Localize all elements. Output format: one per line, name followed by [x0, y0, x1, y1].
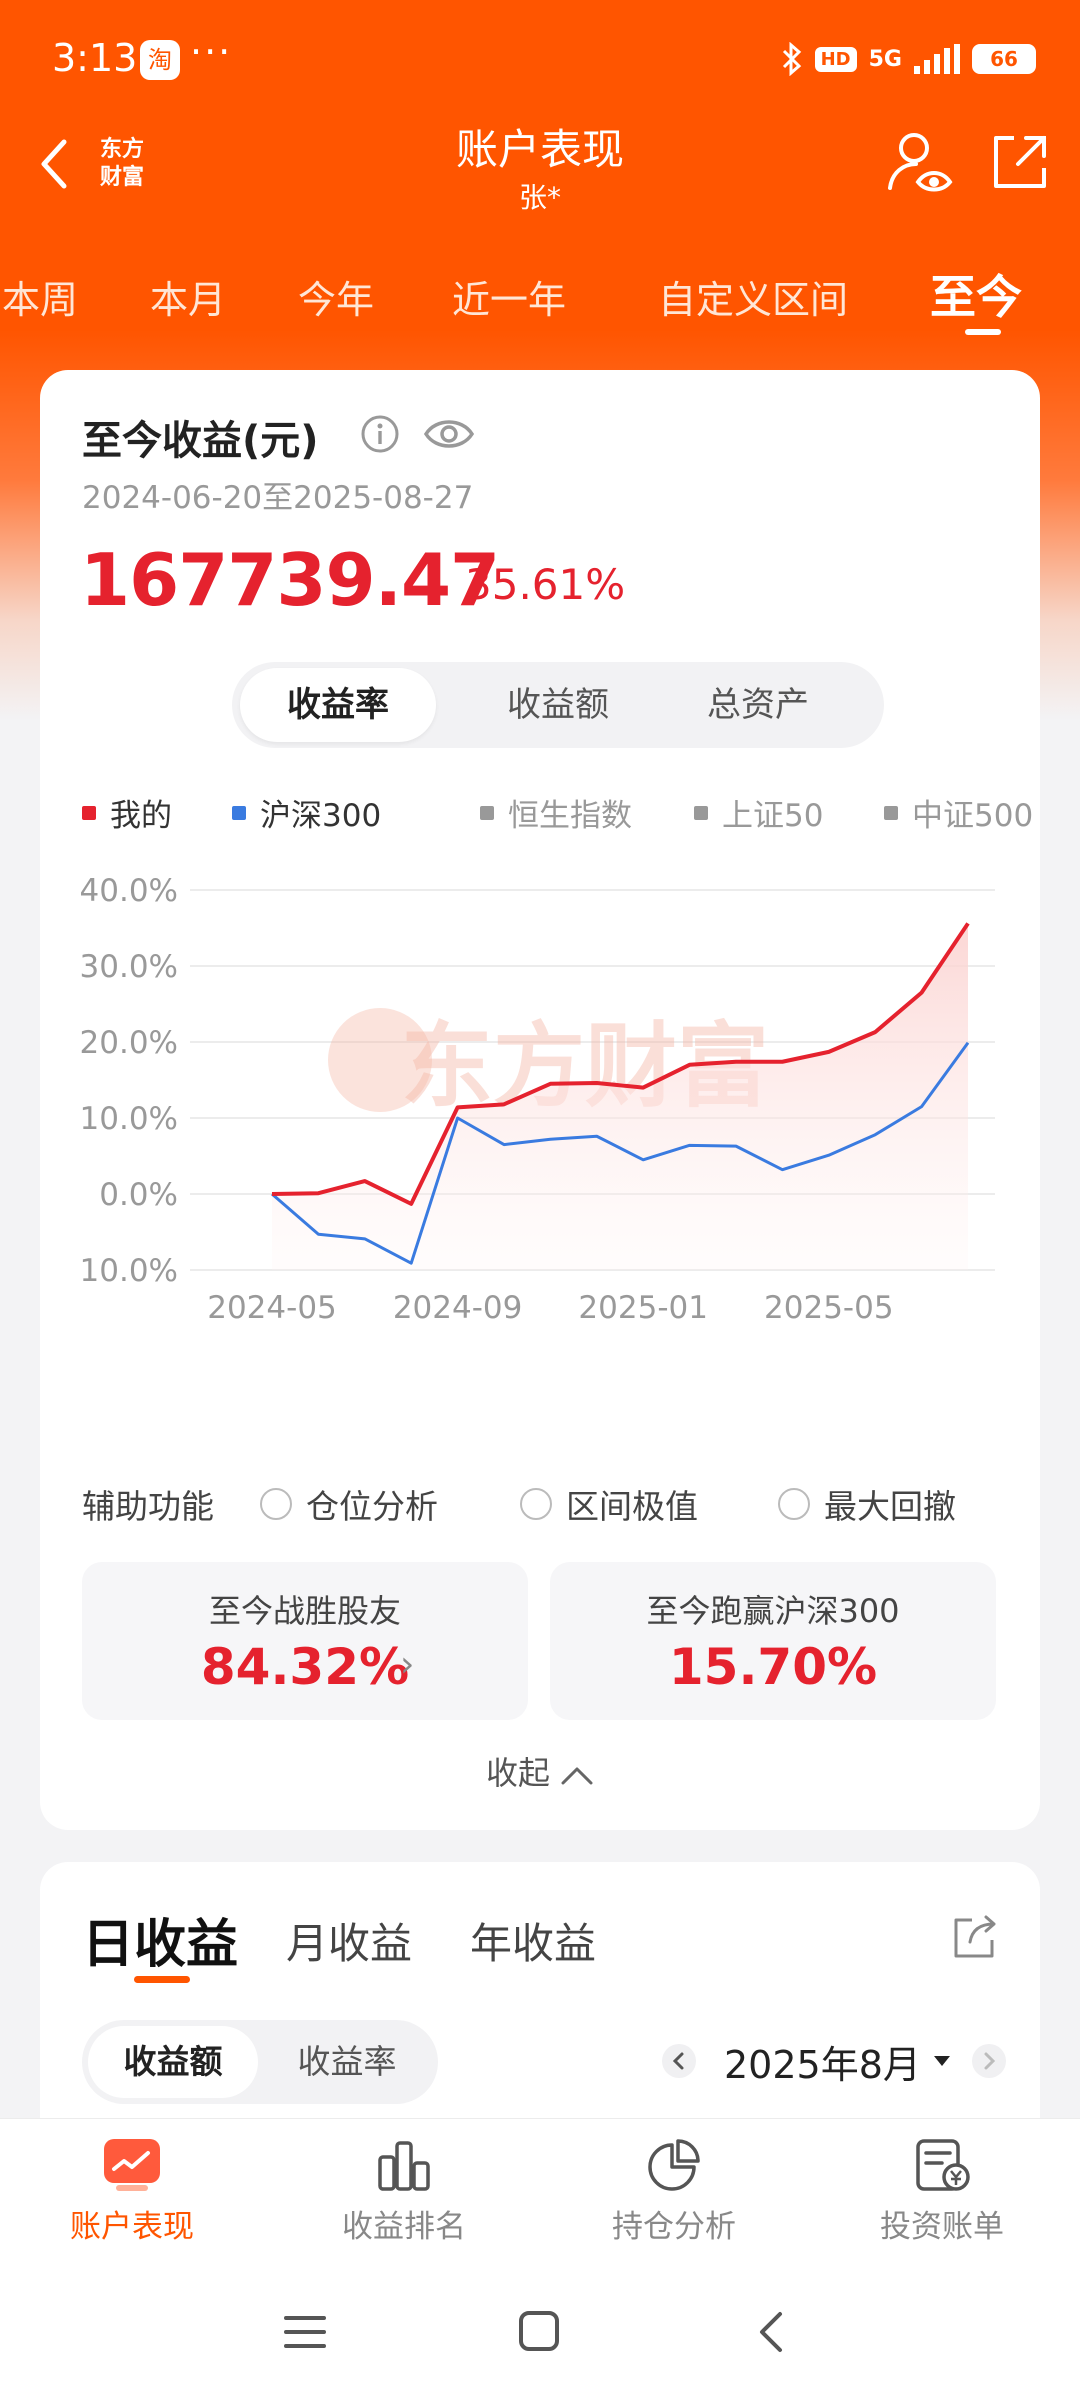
menu-icon[interactable]: [284, 2312, 326, 2352]
y-tick-label: 30.0%: [80, 949, 178, 985]
tab-monthly-profit[interactable]: 月收益: [286, 1919, 413, 1968]
profit-title: 至今收益(元): [82, 418, 319, 464]
return-chart[interactable]: 40.0% 30.0% 20.0% 10.0% 0.0% -10.0% 2024-05 202…: [80, 860, 1020, 1420]
battery-icon: 66: [972, 44, 1036, 74]
y-tick-label: -10.0%: [80, 1253, 178, 1289]
daily-amount-tab[interactable]: 收益额: [88, 2026, 258, 2098]
account-name: 张*: [518, 181, 561, 214]
option-range-extremes[interactable]: 区间极值: [520, 1480, 698, 1528]
nav-investment-bill[interactable]: 投资账单: [842, 2137, 1042, 2246]
eye-icon[interactable]: [422, 410, 476, 458]
title-bar: 东方财富 账户表现 张*: [0, 110, 1080, 220]
daily-metric-switch: 收益额 收益率: [82, 2020, 438, 2104]
network-type: 5G: [868, 46, 902, 72]
active-tab-indicator: [134, 1976, 190, 1983]
y-tick-label: 20.0%: [80, 1025, 178, 1061]
system-navigation-bar: [0, 2268, 1080, 2400]
nav-profit-ranking[interactable]: 收益排名: [304, 2137, 504, 2246]
share-icon[interactable]: [988, 132, 1050, 194]
performance-card: 至今收益(元) 2024-06-20至2025-08-27 167739.47 …: [40, 370, 1040, 1830]
caret-down-icon[interactable]: [932, 2054, 952, 2068]
prev-month-button[interactable]: [662, 2044, 696, 2078]
tab-this-month[interactable]: 本月: [150, 278, 227, 322]
option-position-analysis[interactable]: 仓位分析: [260, 1480, 438, 1528]
y-tick-label: 10.0%: [80, 1101, 178, 1137]
page-title: 账户表现: [455, 125, 624, 174]
back-icon[interactable]: [34, 134, 74, 194]
tab-custom-range[interactable]: 自定义区间: [658, 278, 849, 322]
series-line-csi300: [271, 1041, 970, 1265]
status-indicators: HD 5G 66: [781, 42, 1036, 76]
daily-profit-card: 日收益 月收益 年收益 收益额 收益率 2025年8月: [40, 1862, 1040, 2162]
watermark-logo: [328, 1008, 432, 1112]
bill-icon: [916, 2139, 970, 2191]
aux-functions: 辅助功能 仓位分析 区间极值 最大回撤: [82, 1480, 1032, 1530]
tab-daily-profit[interactable]: 日收益: [82, 1915, 239, 1975]
user-visibility-icon[interactable]: [884, 128, 954, 198]
radio-icon: [778, 1488, 810, 1520]
aux-label: 辅助功能: [82, 1487, 214, 1526]
month-selector: 2025年8月: [620, 2030, 1020, 2090]
chevron-right-icon: ›: [400, 1644, 415, 1685]
status-time: 3:13: [52, 36, 138, 80]
collapse-button[interactable]: 收起: [40, 1748, 1040, 1794]
tab-since-inception[interactable]: 至今: [930, 270, 1022, 324]
radio-icon: [520, 1488, 552, 1520]
tab-this-week[interactable]: 本周: [2, 278, 79, 322]
bar-chart-icon: [378, 2141, 430, 2191]
next-month-button[interactable]: [972, 2044, 1006, 2078]
option-max-drawdown[interactable]: 最大回撤: [778, 1480, 956, 1528]
date-range: 2024-06-20至2025-08-27: [82, 480, 474, 516]
period-tabs: 本周 本月 今年 近一年 自定义区间 至今: [0, 255, 1080, 335]
bottom-navigation: 账户表现 收益排名 持仓分析 投资账单: [0, 2118, 1080, 2268]
chart-legend: 我的 沪深300 恒生指数 上证50 中证500: [82, 790, 1032, 840]
export-icon[interactable]: [950, 1912, 1000, 1962]
x-tick-label: 2025-01: [578, 1290, 708, 1326]
tab-yearly-profit[interactable]: 年收益: [470, 1919, 597, 1968]
eastmoney-logo: 东方财富: [99, 137, 144, 190]
signal-icon: [914, 44, 960, 74]
legend-sse50[interactable]: 上证50: [694, 790, 823, 835]
hd-badge: HD: [814, 46, 857, 72]
y-tick-label: 40.0%: [80, 873, 178, 909]
series-area-mine: [272, 923, 968, 1270]
x-tick-label: 2024-05: [207, 1290, 337, 1326]
x-tick-label: 2024-09: [393, 1290, 523, 1326]
radio-icon: [260, 1488, 292, 1520]
metric-return-rate[interactable]: 收益率: [240, 668, 436, 742]
home-icon[interactable]: [518, 2310, 560, 2352]
beat-csi300-stat: 至今跑赢沪深300 15.70%: [550, 1562, 996, 1720]
y-tick-label: 0.0%: [99, 1177, 178, 1213]
tab-last-year[interactable]: 近一年: [452, 278, 567, 322]
back-nav-icon[interactable]: [756, 2310, 786, 2354]
legend-hang-seng[interactable]: 恒生指数: [480, 790, 632, 835]
active-tab-indicator: [965, 329, 1001, 335]
metric-total-assets[interactable]: 总资产: [707, 685, 809, 725]
chevron-up-icon: [561, 1767, 593, 1785]
bluetooth-icon: [782, 42, 801, 76]
legend-csi300[interactable]: 沪深300: [232, 790, 381, 835]
total-profit: 167739.47: [80, 538, 500, 622]
pie-chart-icon: [648, 2139, 700, 2191]
profit-rate: 35.61%: [465, 560, 626, 609]
current-month[interactable]: 2025年8月: [724, 2043, 921, 2087]
daily-rate-tab[interactable]: 收益率: [297, 2042, 397, 2081]
nav-account-performance[interactable]: 账户表现: [32, 2137, 232, 2246]
more-notifications-icon: ···: [190, 30, 233, 74]
performance-chart-icon: [104, 2139, 160, 2191]
nav-holdings-analysis[interactable]: 持仓分析: [574, 2137, 774, 2246]
metric-switch: 收益率 收益额 总资产: [232, 662, 884, 748]
beat-peers-stat[interactable]: 至今战胜股友 84.32% ›: [82, 1562, 528, 1720]
taobao-app-icon: 淘: [140, 40, 180, 80]
legend-mine[interactable]: 我的: [82, 790, 172, 835]
status-bar: 3:13 淘 ··· HD 5G 66: [0, 0, 1080, 120]
metric-return-amount[interactable]: 收益额: [507, 685, 609, 725]
series-line-mine: [271, 922, 970, 1206]
legend-csi500[interactable]: 中证500: [884, 790, 1032, 835]
info-icon[interactable]: [360, 414, 400, 454]
x-tick-label: 2025-05: [764, 1290, 894, 1326]
tab-this-year[interactable]: 今年: [298, 278, 375, 322]
